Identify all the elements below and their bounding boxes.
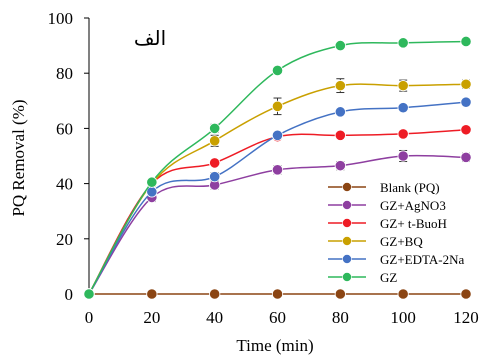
data-point: [209, 171, 221, 183]
data-point: [460, 35, 472, 48]
x-tick-label: 60: [269, 308, 286, 327]
legend-label: Blank (PQ): [380, 180, 440, 195]
legend-marker: [342, 182, 352, 192]
series-gz-edta-2na: [83, 96, 472, 300]
x-tick-label: 80: [332, 308, 349, 327]
x-tick-label: 0: [85, 308, 94, 327]
data-point: [271, 164, 284, 176]
data-point: [460, 124, 472, 136]
data-point: [397, 37, 409, 49]
data-point: [460, 96, 472, 108]
series-gz: [83, 35, 472, 300]
legend-label: GZ+EDTA-2Na: [380, 252, 464, 267]
data-point: [397, 80, 409, 92]
legend-marker: [342, 218, 352, 228]
x-tick-label: 120: [453, 308, 479, 327]
data-point: [271, 100, 284, 112]
data-point: [334, 106, 346, 118]
data-point: [146, 288, 158, 300]
legend-marker: [342, 236, 352, 246]
legend: Blank (PQ) GZ+AgNO3 GZ+ t-BuoH GZ+BQ GZ+EDTA…: [328, 180, 464, 285]
data-point: [271, 129, 284, 141]
data-point: [334, 288, 346, 300]
x-axis-title: Time (min): [236, 336, 313, 355]
data-point: [209, 122, 221, 134]
data-point: [334, 39, 346, 52]
y-tick-label: 60: [56, 119, 73, 138]
data-point: [209, 288, 221, 300]
data-point: [271, 288, 284, 300]
data-point: [83, 288, 95, 300]
panel-label: الف: [134, 26, 166, 50]
data-point: [271, 64, 284, 77]
data-point: [397, 128, 409, 140]
y-tick-label: 100: [48, 9, 74, 28]
data-point: [209, 135, 221, 147]
data-point: [334, 129, 346, 141]
x-tick-label: 20: [143, 308, 160, 327]
data-point: [397, 288, 409, 300]
legend-label: GZ: [380, 270, 397, 285]
y-tick-label: 40: [56, 175, 73, 194]
data-point: [460, 151, 472, 163]
series-blank-pq-: [83, 288, 472, 300]
y-tick-label: 80: [56, 64, 73, 83]
y-axis-title: PQ Removal (%): [9, 99, 28, 216]
legend-label: GZ+BQ: [380, 234, 423, 249]
legend-marker: [342, 254, 352, 264]
y-tick-label: 20: [56, 230, 73, 249]
legend-label: GZ+ t-BuoH: [380, 216, 447, 231]
data-point: [334, 160, 346, 172]
data-point: [397, 150, 409, 162]
data-point: [146, 176, 158, 188]
data-point: [334, 80, 346, 92]
data-point: [397, 102, 409, 114]
y-tick-label: 0: [65, 285, 74, 304]
legend-label: GZ+AgNO3: [380, 198, 446, 213]
legend-marker: [342, 200, 352, 210]
data-point: [209, 157, 221, 169]
x-tick-label: 100: [390, 308, 416, 327]
data-point: [460, 288, 472, 300]
data-point: [460, 78, 472, 90]
x-tick-label: 40: [206, 308, 223, 327]
legend-marker: [342, 272, 352, 282]
